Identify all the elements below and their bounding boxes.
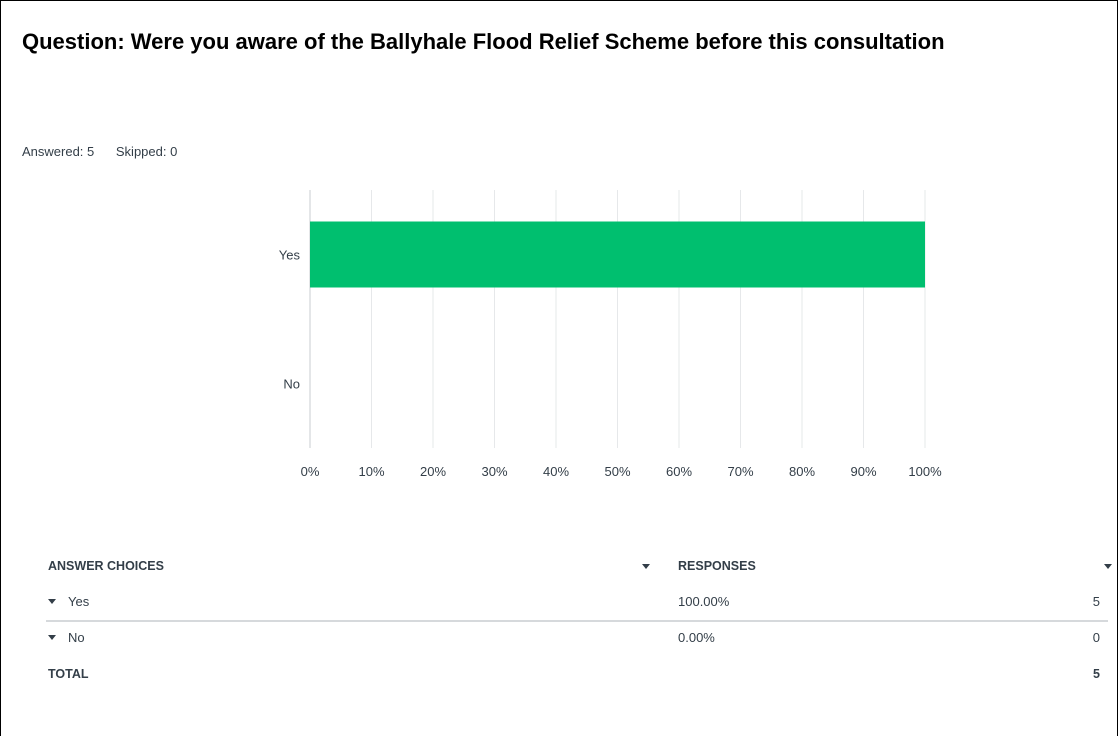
no-percent: 0.00%: [678, 630, 715, 645]
sort-choices-icon[interactable]: [642, 564, 650, 569]
total-label: TOTAL: [48, 667, 89, 681]
question-title: Question: Were you aware of the Ballyhal…: [22, 29, 945, 54]
category-label: No: [283, 377, 300, 392]
x-tick-label: 50%: [604, 464, 630, 479]
sort-responses-icon[interactable]: [1104, 564, 1112, 569]
x-tick-label: 100%: [908, 464, 942, 479]
choice-yes-label: Yes: [68, 594, 90, 609]
yes-percent: 100.00%: [678, 594, 730, 609]
expand-no-icon[interactable]: [48, 635, 56, 640]
row-divider: [46, 620, 1108, 622]
x-tick-label: 70%: [727, 464, 753, 479]
x-tick-label: 20%: [420, 464, 446, 479]
answered-count: Answered: 5: [22, 144, 95, 159]
table-header-row: ANSWER CHOICES RESPONSES: [46, 559, 1112, 579]
x-tick-label: 90%: [850, 464, 876, 479]
response-stats: Answered: 5 Skipped: 0: [22, 144, 195, 159]
total-row: TOTAL 5: [46, 667, 1104, 687]
total-count: 5: [1093, 667, 1100, 681]
category-label: Yes: [279, 248, 301, 263]
table-row: Yes 100.00% 5: [46, 594, 1104, 614]
bar-yes: [310, 221, 925, 288]
expand-yes-icon[interactable]: [48, 599, 56, 604]
x-tick-label: 80%: [789, 464, 815, 479]
x-tick-label: 10%: [358, 464, 384, 479]
responses-header: RESPONSES: [678, 559, 756, 573]
yes-count: 5: [1092, 594, 1100, 609]
table-row: No 0.00% 0: [46, 630, 1104, 650]
x-tick-label: 60%: [666, 464, 692, 479]
x-tick-label: 0%: [301, 464, 320, 479]
answer-choices-header: ANSWER CHOICES: [48, 559, 164, 573]
x-tick-label: 40%: [543, 464, 569, 479]
choice-no-label: No: [68, 630, 85, 645]
x-tick-label: 30%: [481, 464, 507, 479]
no-count: 0: [1092, 630, 1100, 645]
skipped-count: Skipped: 0: [115, 144, 178, 159]
